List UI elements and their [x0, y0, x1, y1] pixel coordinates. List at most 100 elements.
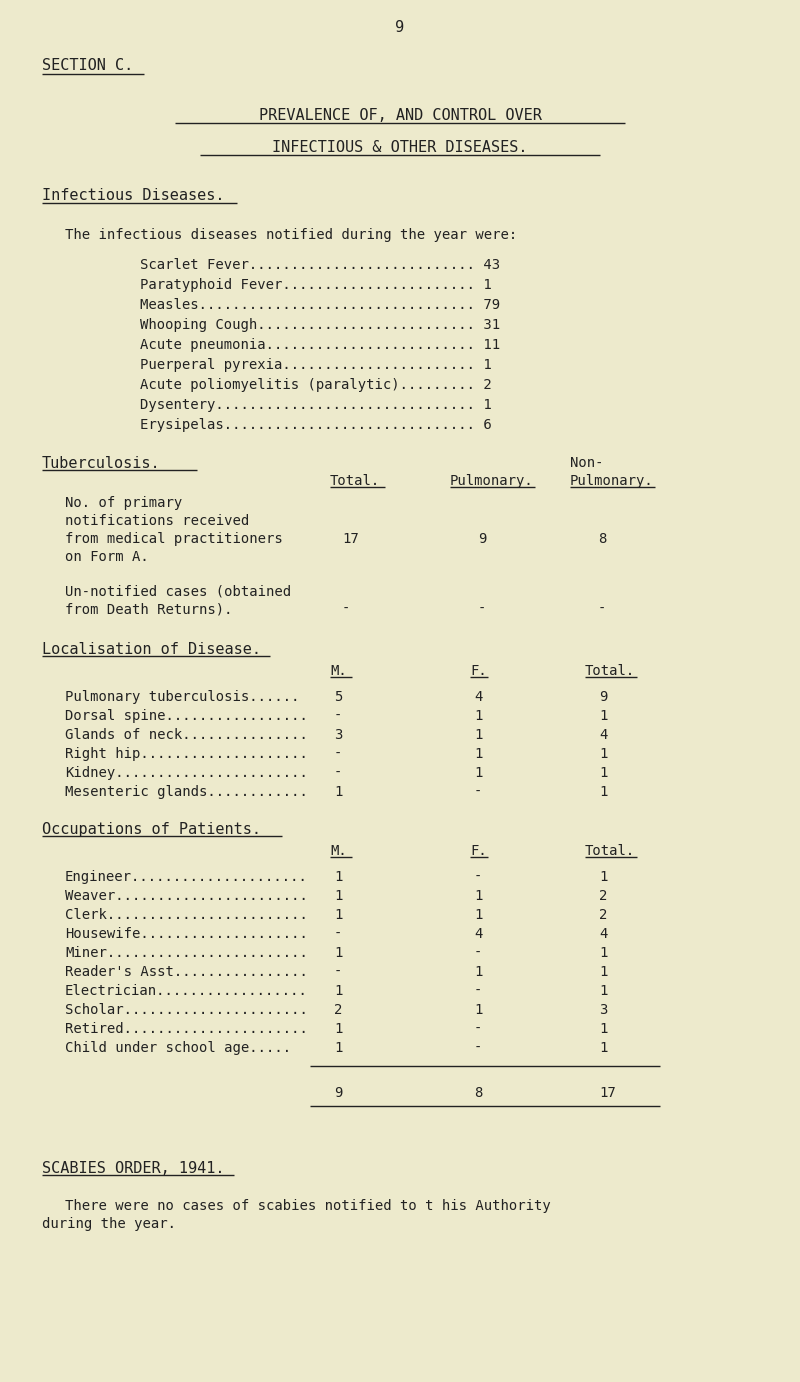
Text: F.: F.: [470, 844, 486, 858]
Text: Dorsal spine.................: Dorsal spine.................: [65, 709, 308, 723]
Text: Pulmonary tuberculosis......: Pulmonary tuberculosis......: [65, 690, 299, 703]
Text: M.: M.: [330, 663, 346, 679]
Text: 1: 1: [334, 1041, 342, 1054]
Text: 9: 9: [334, 1086, 342, 1100]
Text: Scarlet Fever........................... 43: Scarlet Fever...........................…: [140, 258, 500, 272]
Text: 3: 3: [334, 728, 342, 742]
Text: 1: 1: [599, 766, 607, 779]
Text: M.: M.: [330, 844, 346, 858]
Text: 5: 5: [334, 690, 342, 703]
Text: on Form A.: on Form A.: [65, 550, 149, 564]
Text: Glands of neck...............: Glands of neck...............: [65, 728, 308, 742]
Text: Pulmonary.: Pulmonary.: [450, 474, 534, 488]
Text: Miner........................: Miner........................: [65, 947, 308, 960]
Text: 8: 8: [598, 532, 606, 546]
Text: Non-: Non-: [570, 456, 603, 470]
Text: 1: 1: [599, 709, 607, 723]
Text: 1: 1: [334, 785, 342, 799]
Text: -: -: [334, 709, 342, 723]
Text: -: -: [334, 748, 342, 761]
Text: Weaver.......................: Weaver.......................: [65, 889, 308, 902]
Text: Un-notified cases (obtained: Un-notified cases (obtained: [65, 585, 291, 598]
Text: Whooping Cough.......................... 31: Whooping Cough..........................…: [140, 318, 500, 332]
Text: 1: 1: [474, 728, 482, 742]
Text: Electrician..................: Electrician..................: [65, 984, 308, 998]
Text: 1: 1: [599, 1041, 607, 1054]
Text: 4: 4: [474, 927, 482, 941]
Text: Scholar......................: Scholar......................: [65, 1003, 308, 1017]
Text: No. of primary: No. of primary: [65, 496, 182, 510]
Text: from Death Returns).: from Death Returns).: [65, 603, 233, 616]
Text: -: -: [474, 785, 482, 799]
Text: Infectious Diseases.: Infectious Diseases.: [42, 188, 225, 203]
Text: Total.: Total.: [585, 663, 635, 679]
Text: Mesenteric glands............: Mesenteric glands............: [65, 785, 308, 799]
Text: Erysipelas.............................. 6: Erysipelas..............................…: [140, 417, 492, 433]
Text: 2: 2: [334, 1003, 342, 1017]
Text: 1: 1: [599, 871, 607, 884]
Text: 1: 1: [334, 889, 342, 902]
Text: Measles................................. 79: Measles.................................…: [140, 299, 500, 312]
Text: 1: 1: [474, 889, 482, 902]
Text: Acute pneumonia......................... 11: Acute pneumonia.........................…: [140, 339, 500, 352]
Text: -: -: [474, 1041, 482, 1054]
Text: 1: 1: [599, 984, 607, 998]
Text: SECTION C.: SECTION C.: [42, 58, 134, 73]
Text: Pulmonary.: Pulmonary.: [570, 474, 654, 488]
Text: Tuberculosis.: Tuberculosis.: [42, 456, 161, 471]
Text: 17: 17: [342, 532, 358, 546]
Text: SCABIES ORDER, 1941.: SCABIES ORDER, 1941.: [42, 1161, 225, 1176]
Text: Total.: Total.: [330, 474, 380, 488]
Text: 1: 1: [599, 965, 607, 978]
Text: Retired......................: Retired......................: [65, 1023, 308, 1036]
Text: Total.: Total.: [585, 844, 635, 858]
Text: 1: 1: [474, 965, 482, 978]
Text: Paratyphoid Fever....................... 1: Paratyphoid Fever.......................…: [140, 278, 492, 292]
Text: -: -: [474, 984, 482, 998]
Text: -: -: [474, 1023, 482, 1036]
Text: 4: 4: [599, 728, 607, 742]
Text: 1: 1: [599, 785, 607, 799]
Text: Puerperal pyrexia....................... 1: Puerperal pyrexia.......................…: [140, 358, 492, 372]
Text: The infectious diseases notified during the year were:: The infectious diseases notified during …: [65, 228, 518, 242]
Text: notifications received: notifications received: [65, 514, 250, 528]
Text: Clerk........................: Clerk........................: [65, 908, 308, 922]
Text: 1: 1: [599, 947, 607, 960]
Text: 2: 2: [599, 908, 607, 922]
Text: 4: 4: [599, 927, 607, 941]
Text: 1: 1: [474, 709, 482, 723]
Text: -: -: [478, 603, 486, 616]
Text: 1: 1: [474, 748, 482, 761]
Text: -: -: [334, 965, 342, 978]
Text: Localisation of Disease.: Localisation of Disease.: [42, 643, 261, 656]
Text: Occupations of Patients.: Occupations of Patients.: [42, 822, 261, 837]
Text: 9: 9: [599, 690, 607, 703]
Text: Right hip....................: Right hip....................: [65, 748, 308, 761]
Text: 1: 1: [474, 908, 482, 922]
Text: 1: 1: [599, 748, 607, 761]
Text: 9: 9: [478, 532, 486, 546]
Text: 1: 1: [334, 908, 342, 922]
Text: 9: 9: [395, 19, 405, 35]
Text: PREVALENCE OF, AND CONTROL OVER: PREVALENCE OF, AND CONTROL OVER: [258, 108, 542, 123]
Text: 1: 1: [599, 1023, 607, 1036]
Text: 17: 17: [599, 1086, 616, 1100]
Text: during the year.: during the year.: [42, 1218, 176, 1231]
Text: 1: 1: [334, 947, 342, 960]
Text: 3: 3: [599, 1003, 607, 1017]
Text: 2: 2: [599, 889, 607, 902]
Text: 1: 1: [334, 871, 342, 884]
Text: Dysentery............................... 1: Dysentery...............................…: [140, 398, 492, 412]
Text: Reader's Asst................: Reader's Asst................: [65, 965, 308, 978]
Text: Acute poliomyelitis (paralytic)......... 2: Acute poliomyelitis (paralytic).........…: [140, 379, 492, 392]
Text: -: -: [334, 927, 342, 941]
Text: 1: 1: [334, 1023, 342, 1036]
Text: -: -: [474, 871, 482, 884]
Text: -: -: [334, 766, 342, 779]
Text: Child under school age.....: Child under school age.....: [65, 1041, 291, 1054]
Text: F.: F.: [470, 663, 486, 679]
Text: Housewife....................: Housewife....................: [65, 927, 308, 941]
Text: 8: 8: [474, 1086, 482, 1100]
Text: -: -: [342, 603, 350, 616]
Text: 1: 1: [474, 1003, 482, 1017]
